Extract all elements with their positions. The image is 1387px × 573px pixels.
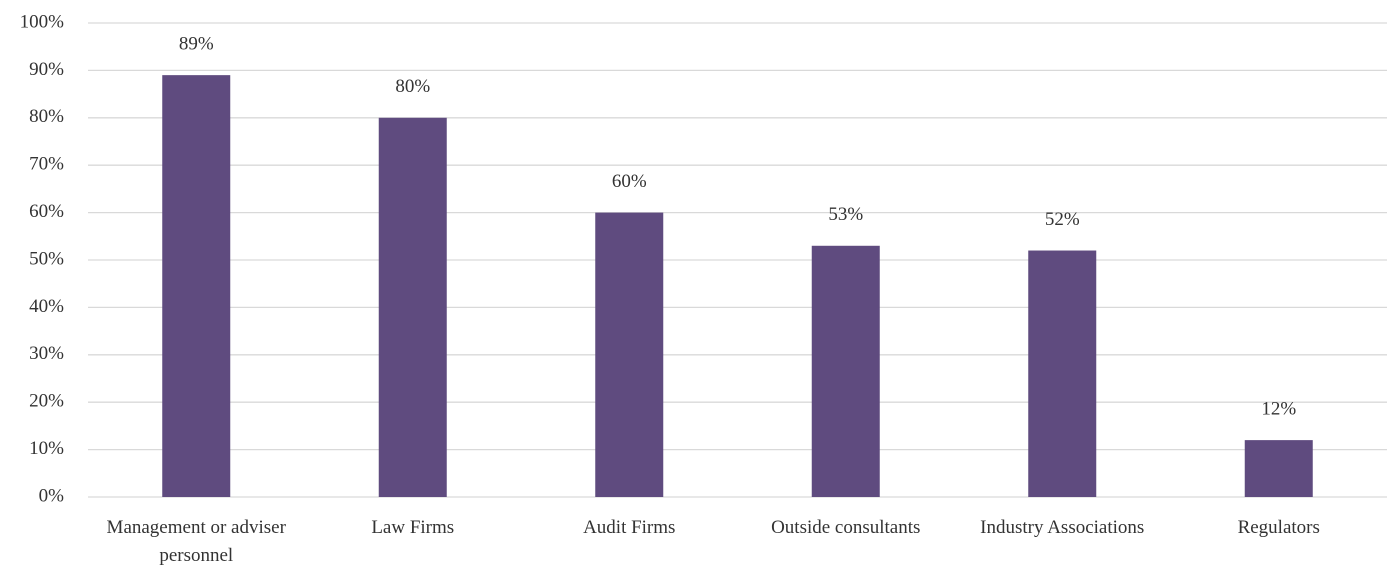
y-tick-label: 0% bbox=[39, 485, 65, 506]
x-tick-label: Management or adviser personnel bbox=[106, 517, 286, 566]
bar bbox=[1244, 440, 1313, 497]
y-tick-label: 80% bbox=[29, 106, 64, 127]
data-label: 53% bbox=[828, 204, 863, 225]
y-tick-label: 50% bbox=[29, 248, 64, 269]
data-label: 89% bbox=[179, 33, 214, 54]
data-label: 60% bbox=[612, 171, 647, 192]
y-tick-label: 60% bbox=[29, 201, 64, 222]
data-label: 52% bbox=[1045, 209, 1080, 230]
x-tick-label: Regulators bbox=[1237, 517, 1320, 538]
bar bbox=[811, 245, 880, 497]
data-label: 80% bbox=[395, 76, 430, 97]
bar bbox=[1028, 250, 1097, 497]
x-tick-label: Outside consultants bbox=[771, 517, 921, 538]
y-tick-label: 100% bbox=[20, 11, 65, 32]
y-tick-label: 70% bbox=[29, 154, 64, 175]
y-tick-label: 40% bbox=[29, 296, 64, 317]
bar bbox=[162, 75, 231, 497]
y-tick-label: 20% bbox=[29, 391, 64, 412]
y-tick-label: 30% bbox=[29, 343, 64, 364]
x-tick-label: Industry Associations bbox=[980, 517, 1145, 538]
y-tick-label: 10% bbox=[29, 438, 64, 459]
y-tick-label: 90% bbox=[29, 59, 64, 80]
x-tick-label: Law Firms bbox=[371, 517, 455, 538]
bar bbox=[378, 117, 447, 498]
bar bbox=[595, 212, 664, 497]
data-label: 12% bbox=[1261, 398, 1296, 419]
x-tick-label: Audit Firms bbox=[583, 517, 676, 538]
